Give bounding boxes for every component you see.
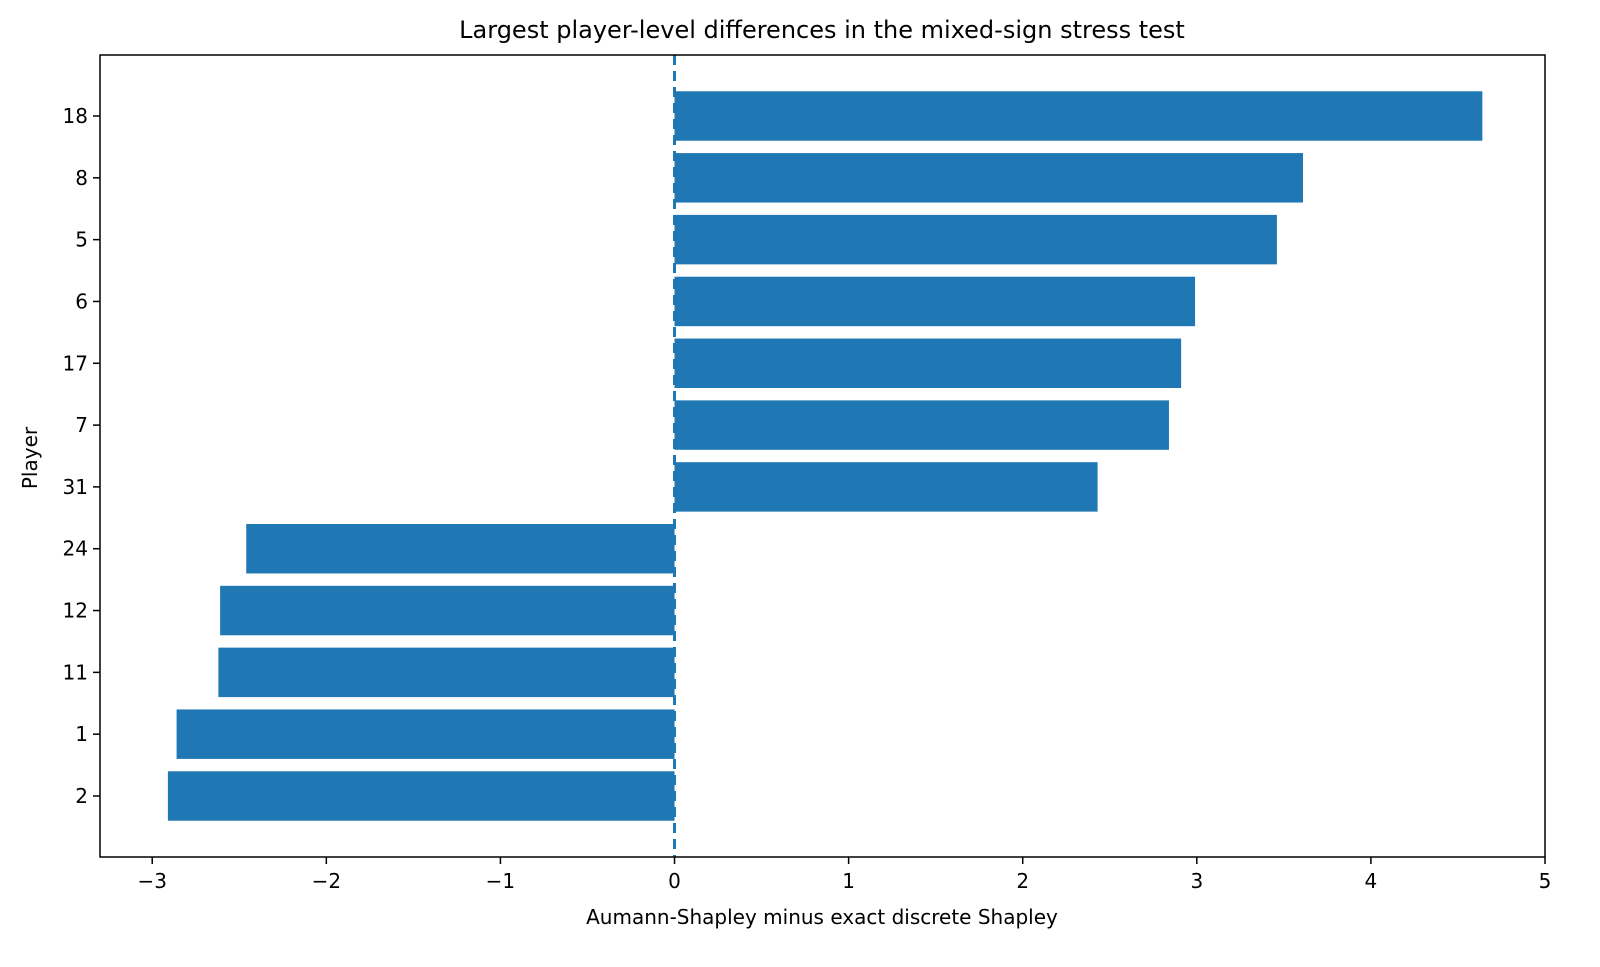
y-axis-title: Player: [18, 426, 42, 489]
bar-player-24: [246, 524, 675, 574]
bar-player-8: [674, 153, 1304, 203]
y-tick-label-player-2: 2: [75, 784, 88, 808]
x-axis-title: Aumann-Shapley minus exact discrete Shap…: [586, 905, 1058, 929]
axes-frame: [99, 54, 1546, 858]
bar-player-11: [218, 647, 675, 698]
bar-player-17: [674, 338, 1182, 388]
x-axis-ticks: −3 −2 −1 0 1 2 3 4 5: [137, 857, 1551, 893]
y-tick-label-player-5: 5: [75, 228, 88, 252]
x-tick-label: 2: [1016, 869, 1029, 893]
bar-player-1: [176, 709, 675, 759]
y-tick-label-player-12: 12: [63, 599, 88, 623]
bar-player-6: [674, 276, 1196, 327]
y-tick-label-player-24: 24: [63, 537, 88, 561]
x-tick-label: 5: [1539, 869, 1552, 893]
bar-player-12: [220, 585, 675, 636]
bar-player-18: [674, 91, 1483, 141]
y-tick-label-player-1: 1: [75, 722, 88, 746]
x-tick-label: −3: [137, 869, 166, 893]
bar-player-2: [167, 771, 675, 821]
chart-title: Largest player-level differences in the …: [459, 16, 1185, 44]
y-tick-label-player-6: 6: [75, 289, 88, 313]
x-tick-label: −1: [486, 869, 515, 893]
y-tick-label-player-31: 31: [63, 475, 88, 499]
y-tick-label-player-7: 7: [75, 413, 88, 437]
x-tick-label: −2: [312, 869, 341, 893]
x-tick-label: 4: [1365, 869, 1378, 893]
bar-player-7: [674, 400, 1169, 450]
y-tick-label-player-11: 11: [63, 660, 88, 684]
bars-group: [167, 91, 1483, 821]
x-tick-label: 0: [668, 869, 681, 893]
x-tick-label: 1: [842, 869, 855, 893]
bar-player-5: [674, 214, 1277, 265]
y-tick-label-player-17: 17: [63, 351, 88, 375]
bar-player-31: [674, 462, 1098, 512]
x-tick-label: 3: [1190, 869, 1203, 893]
y-tick-label-player-18: 18: [63, 104, 88, 128]
y-tick-label-player-8: 8: [75, 166, 88, 190]
